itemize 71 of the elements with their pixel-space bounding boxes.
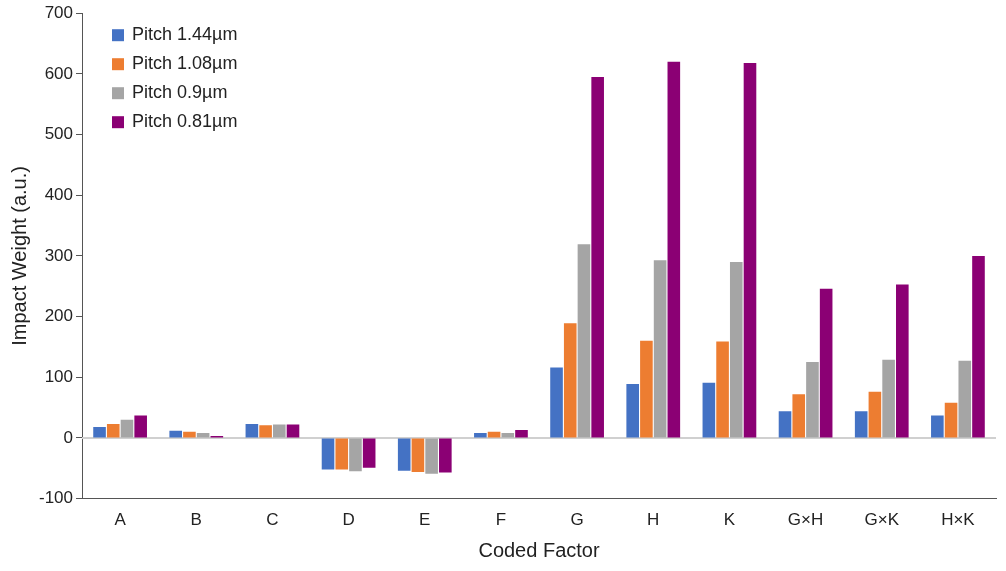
- bar: [896, 284, 909, 438]
- x-tick-label: C: [266, 510, 279, 530]
- y-axis-title: Impact Weight (a.u.): [7, 166, 30, 346]
- bar: [778, 411, 792, 438]
- y-tick-label: 300: [44, 245, 74, 265]
- x-tick-label: A: [114, 510, 127, 530]
- bar: [944, 402, 958, 438]
- bar: [321, 438, 335, 470]
- y-tick-label: 500: [44, 124, 74, 144]
- x-tick-label: B: [190, 510, 202, 530]
- bar: [729, 261, 743, 438]
- y-tick-label: -100: [38, 488, 74, 508]
- bar: [792, 394, 806, 438]
- x-tick-label: D: [342, 510, 355, 530]
- x-tick-label: H: [647, 510, 660, 530]
- bar: [183, 431, 196, 438]
- bar: [806, 362, 819, 438]
- x-tick-label: K: [723, 510, 736, 530]
- y-tick-label: 100: [44, 366, 74, 386]
- bar: [702, 382, 716, 438]
- x-tick-label: G×H: [787, 510, 824, 530]
- y-tick-label: 200: [44, 306, 74, 326]
- bar: [335, 438, 349, 470]
- y-tick-label: 400: [44, 184, 74, 204]
- bar: [931, 415, 944, 438]
- bar: [425, 438, 438, 474]
- bar: [819, 288, 833, 438]
- legend-label: Pitch 1.44µm: [132, 24, 238, 45]
- bar: [550, 367, 563, 438]
- bar: [134, 415, 147, 438]
- bar: [716, 341, 729, 438]
- bar: [577, 244, 591, 438]
- bar: [626, 383, 639, 438]
- bar: [591, 76, 604, 438]
- bar: [515, 430, 528, 438]
- bar: [397, 438, 411, 471]
- bar: [563, 323, 577, 438]
- bar: [93, 427, 106, 438]
- bar: [411, 438, 425, 472]
- bar: [743, 62, 757, 438]
- x-tick-label: G×K: [864, 510, 900, 530]
- x-tick-label: F: [495, 510, 507, 530]
- bar: [667, 61, 681, 438]
- legend-label: Pitch 0.9µm: [132, 82, 228, 103]
- bar: [972, 255, 985, 438]
- bar: [439, 438, 452, 473]
- bar: [259, 425, 272, 438]
- x-tick-label: G: [570, 510, 584, 530]
- bar: [640, 340, 653, 438]
- bar: [106, 423, 120, 438]
- bar: [882, 359, 895, 438]
- x-axis-title: Coded Factor: [478, 538, 600, 561]
- bar: [854, 411, 868, 438]
- y-tick-label: 600: [44, 63, 74, 83]
- x-tick-label: H×K: [941, 510, 976, 530]
- x-tick-label: E: [419, 510, 431, 530]
- bar: [501, 433, 515, 438]
- bar: [958, 360, 972, 438]
- y-tick-label: 0: [63, 427, 74, 447]
- bar: [120, 419, 134, 438]
- y-tick-label: 700: [44, 2, 74, 22]
- bar: [362, 438, 376, 468]
- bar: [169, 430, 183, 438]
- legend-label: Pitch 1.08µm: [132, 53, 238, 74]
- bar: [245, 423, 259, 438]
- bar: [653, 260, 667, 438]
- bar: [868, 391, 882, 438]
- legend-label: Pitch 0.81µm: [132, 111, 238, 132]
- bar: [272, 424, 286, 438]
- bar: [474, 433, 487, 438]
- bar: [349, 438, 362, 472]
